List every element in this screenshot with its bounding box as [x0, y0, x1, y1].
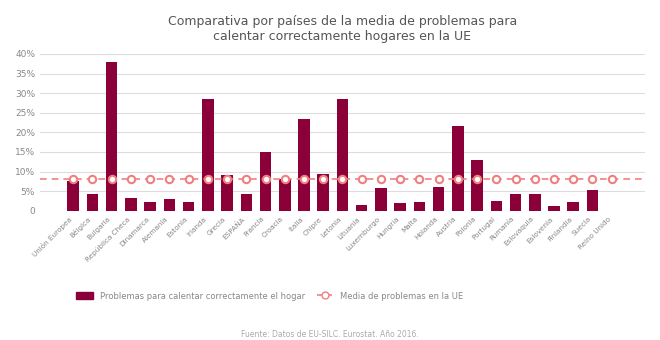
Point [164, 177, 175, 182]
Point [280, 177, 290, 182]
Point [529, 177, 540, 182]
Point [376, 177, 386, 182]
Bar [433, 187, 444, 211]
Legend: Problemas para calentar correctamente el hogar, Media de problemas en la UE: Problemas para calentar correctamente el… [73, 288, 467, 304]
Point [145, 177, 156, 182]
Point [260, 177, 271, 182]
Point [106, 177, 117, 182]
Bar [414, 202, 425, 211]
Bar [471, 160, 483, 211]
Bar [67, 181, 79, 211]
Point [356, 177, 367, 182]
Bar [145, 202, 156, 211]
Point [299, 177, 310, 182]
Point [414, 177, 424, 182]
Point [607, 177, 617, 182]
Bar [568, 202, 579, 211]
Bar [183, 202, 195, 211]
Bar [375, 188, 387, 211]
Bar [490, 201, 502, 211]
Point [568, 177, 579, 182]
Title: Comparativa por países de la media de problemas para
calentar correctamente hoga: Comparativa por países de la media de pr… [168, 15, 517, 43]
Bar [86, 194, 98, 211]
Point [337, 177, 348, 182]
Bar [317, 173, 329, 211]
Bar [587, 190, 598, 211]
Bar [337, 99, 348, 211]
Bar [164, 199, 175, 211]
Point [453, 177, 463, 182]
Point [510, 177, 521, 182]
Bar [452, 126, 463, 211]
Bar [510, 194, 521, 211]
Bar [106, 62, 117, 211]
Point [87, 177, 98, 182]
Point [241, 177, 251, 182]
Point [548, 177, 559, 182]
Bar [125, 198, 137, 211]
Point [434, 177, 444, 182]
Bar [529, 193, 541, 211]
Bar [298, 119, 310, 211]
Bar [356, 205, 368, 211]
Bar [221, 175, 233, 211]
Point [587, 177, 598, 182]
Text: Fuente: Datos de EU-SILC. Eurostat. Año 2016.: Fuente: Datos de EU-SILC. Eurostat. Año … [241, 329, 419, 339]
Point [395, 177, 405, 182]
Bar [395, 203, 406, 211]
Bar [202, 99, 214, 211]
Bar [260, 152, 271, 211]
Point [125, 177, 136, 182]
Point [68, 177, 79, 182]
Point [491, 177, 502, 182]
Bar [548, 206, 560, 211]
Bar [240, 194, 252, 211]
Point [183, 177, 194, 182]
Point [318, 177, 329, 182]
Point [222, 177, 232, 182]
Bar [279, 180, 290, 211]
Point [203, 177, 213, 182]
Point [472, 177, 482, 182]
